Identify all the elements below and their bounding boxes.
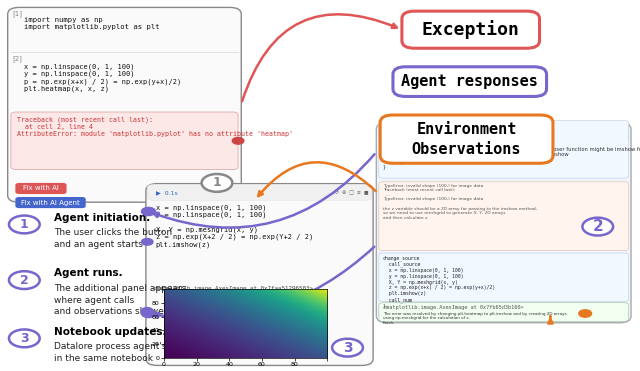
Text: Agent responses: Agent responses	[401, 74, 538, 89]
Circle shape	[141, 309, 156, 318]
Circle shape	[9, 329, 40, 347]
Text: Traceback (most recent call last):
  at cell 2, line 4
AttributeError: module 'm: Traceback (most recent call last): at ce…	[17, 116, 293, 137]
Text: x = np.linspace(0, 1, 100)
y = np.linspace(0, 1, 100)

X, Y = np.meshgrid(x, y)
: x = np.linspace(0, 1, 100) y = np.linspa…	[156, 204, 313, 247]
FancyBboxPatch shape	[379, 121, 628, 178]
FancyBboxPatch shape	[11, 112, 238, 170]
Text: change_source
  call_source
  x = np.linspace(0, 1, 100)
  y = np.linspace(0, 1,: change_source call_source x = np.linspac…	[383, 122, 495, 170]
Circle shape	[579, 310, 591, 317]
Text: The error was resolved by changing plt.heatmap to plt.imshow and by creating 2D : The error was resolved by changing plt.h…	[383, 312, 566, 325]
Circle shape	[232, 137, 244, 144]
Circle shape	[9, 271, 40, 289]
Text: Agent runs.: Agent runs.	[54, 269, 122, 278]
Circle shape	[141, 308, 153, 314]
Text: Environment
Observations: Environment Observations	[412, 122, 522, 157]
Text: Fix with AI Agent: Fix with AI Agent	[21, 200, 80, 206]
FancyBboxPatch shape	[379, 124, 628, 142]
FancyBboxPatch shape	[402, 11, 540, 48]
Text: ▶  0.1s: ▶ 0.1s	[156, 190, 177, 195]
Text: The additional panel appears,
where agent calls
and observations showed: The additional panel appears, where agen…	[54, 284, 189, 316]
FancyBboxPatch shape	[379, 182, 628, 250]
Text: 2: 2	[593, 219, 603, 234]
Text: 3: 3	[20, 332, 29, 345]
Text: TypeError: invalid shape (100,) for image data
Traceback (most recent call last): TypeError: invalid shape (100,) for imag…	[383, 184, 537, 220]
FancyBboxPatch shape	[393, 67, 547, 96]
Text: 3: 3	[342, 341, 353, 355]
Circle shape	[202, 174, 232, 192]
FancyBboxPatch shape	[379, 253, 628, 301]
Text: Fix an error in cell 2: Fix an error in cell 2	[384, 130, 454, 136]
Circle shape	[141, 239, 153, 245]
Text: [2]: [2]	[13, 55, 22, 62]
Circle shape	[141, 207, 156, 216]
Text: [1]: [1]	[13, 11, 23, 17]
Text: x = np.linspace(0, 1, 100)
y = np.linspace(0, 1, 100)
p = np.exp(x+x) / 2) = np.: x = np.linspace(0, 1, 100) y = np.linspa…	[24, 63, 181, 92]
Circle shape	[9, 216, 40, 233]
Text: 2: 2	[20, 273, 29, 287]
FancyBboxPatch shape	[146, 184, 373, 365]
Text: Fix with AI: Fix with AI	[23, 186, 59, 191]
Circle shape	[332, 339, 363, 357]
FancyBboxPatch shape	[15, 183, 67, 194]
FancyBboxPatch shape	[8, 7, 241, 202]
Text: The user clicks the button
and an agent starts: The user clicks the button and an agent …	[54, 228, 172, 249]
Text: heatmap function does not exist in matplotlib.pyplot library. A closer function : heatmap function does not exist in matpl…	[383, 147, 640, 157]
Text: Agent initiation.: Agent initiation.	[54, 213, 150, 223]
FancyBboxPatch shape	[376, 122, 631, 323]
FancyBboxPatch shape	[380, 115, 553, 163]
Text: 1: 1	[212, 176, 221, 190]
Text: Datalore process agent's actions
in the same notebook: Datalore process agent's actions in the …	[54, 342, 202, 363]
Text: Exception: Exception	[422, 20, 520, 39]
Text: ⟳  ⊕  □  ≡  ■: ⟳ ⊕ □ ≡ ■	[335, 190, 369, 195]
Text: <matplotlib.image.AxesImage at 0x7faa51296503>: <matplotlib.image.AxesImage at 0x7faa512…	[152, 286, 314, 290]
FancyBboxPatch shape	[379, 303, 628, 321]
Text: import numpy as np
import matplotlib.pyplot as plt: import numpy as np import matplotlib.pyp…	[24, 17, 159, 30]
Text: Notebook updates.: Notebook updates.	[54, 327, 166, 336]
FancyBboxPatch shape	[15, 197, 86, 208]
FancyBboxPatch shape	[147, 184, 372, 200]
Text: 1: 1	[20, 218, 29, 231]
Text: change_source
  call_source
  x = np.linspace(0, 1, 100)
  y = np.linspace(0, 1,: change_source call_source x = np.linspac…	[383, 255, 495, 308]
Circle shape	[582, 218, 613, 236]
Text: <matplotlib.image.AxesImage at 0x7fb65d3b160>: <matplotlib.image.AxesImage at 0x7fb65d3…	[383, 305, 524, 310]
